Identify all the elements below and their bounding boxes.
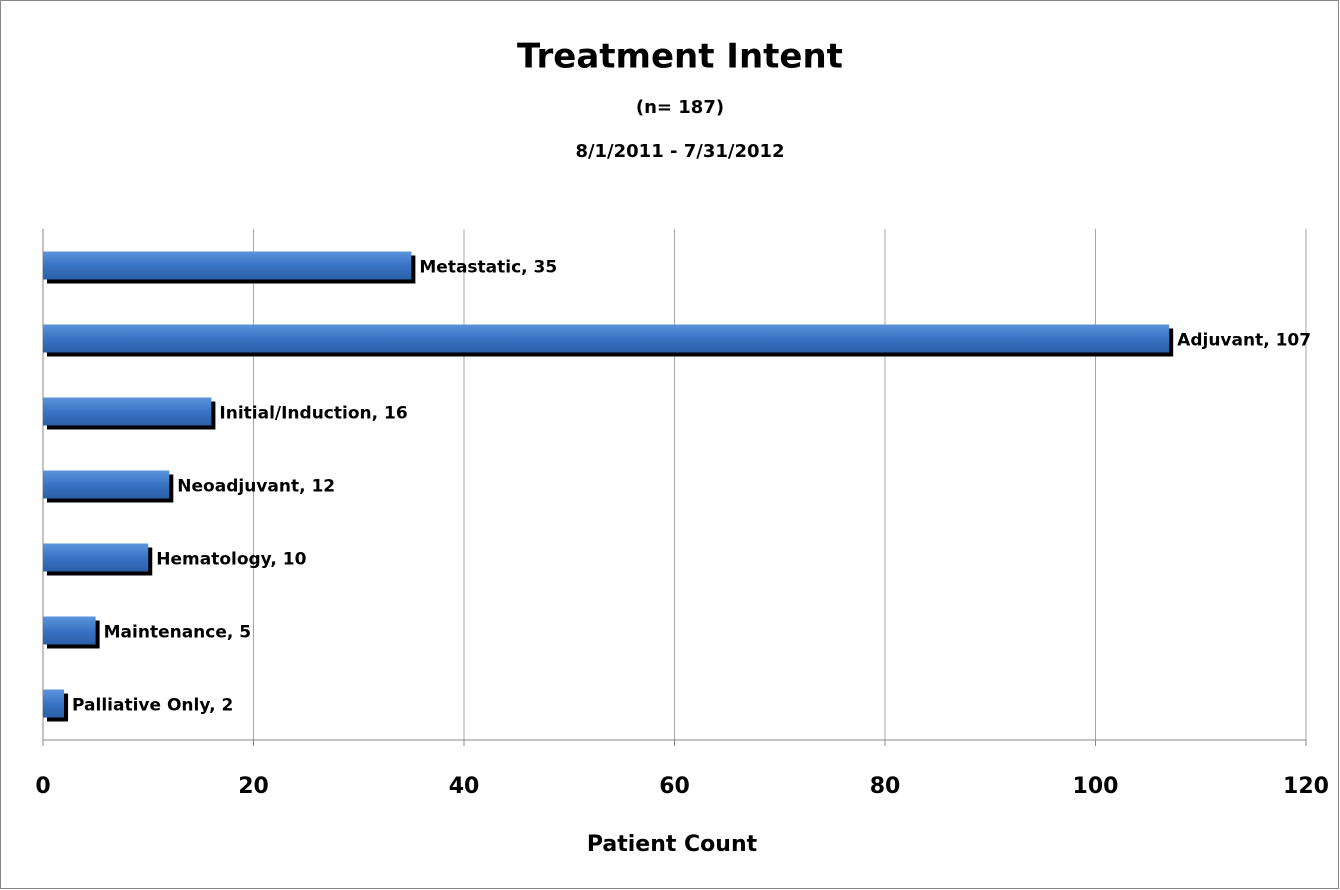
data-label: Neoadjuvant, 12 [177,477,335,497]
bar [43,397,212,426]
data-label: Initial/Induction, 16 [219,404,407,424]
data-label: Maintenance, 5 [104,623,251,643]
x-tick-label: 120 [1283,774,1329,799]
x-tick-label: 20 [238,774,269,799]
data-label: Palliative Only, 2 [72,696,233,716]
chart-subtitle: (n= 187) [636,97,724,118]
data-label: Metastatic, 35 [419,258,557,278]
x-axis-title: Patient Count [587,832,758,857]
x-tick-label: 100 [1073,774,1119,799]
chart-title: Treatment Intent [517,37,843,77]
bar [43,470,170,499]
bar [43,689,65,718]
bar [43,543,149,572]
x-tick-label: 60 [659,774,690,799]
x-tick-label: 0 [35,774,50,799]
bar [43,616,96,645]
data-label: Adjuvant, 107 [1177,331,1311,351]
bar [43,251,412,280]
x-tick-label: 80 [870,774,901,799]
data-label: Hematology, 10 [156,550,306,570]
chart-subtitle: 8/1/2011 - 7/31/2012 [575,141,784,162]
bar [43,324,1170,353]
x-tick-label: 40 [449,774,480,799]
